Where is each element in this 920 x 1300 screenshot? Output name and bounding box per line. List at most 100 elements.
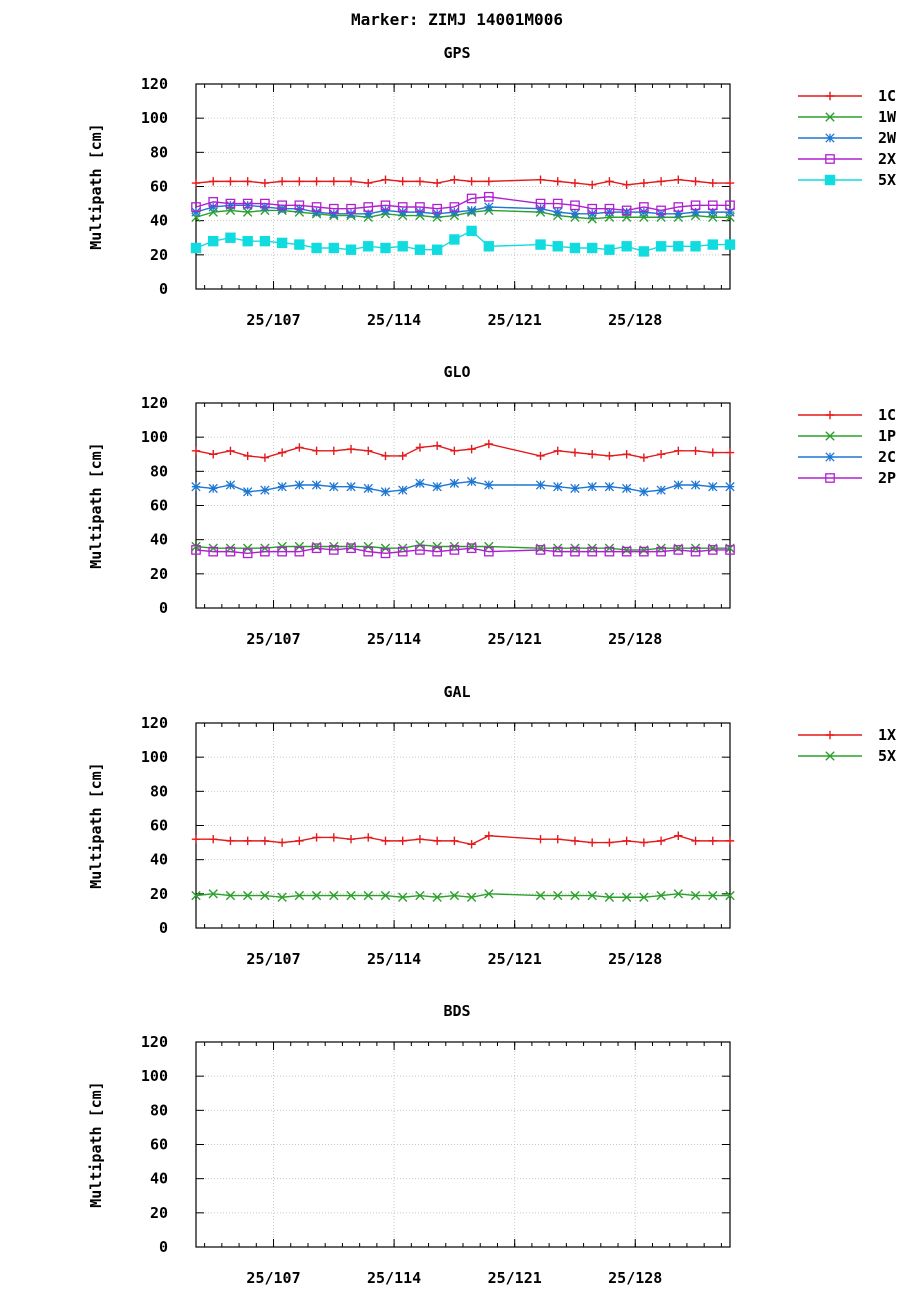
glo-series-2c-point [398, 485, 408, 495]
gps-series-2x-point [191, 202, 201, 212]
glo-series-1c-point [484, 439, 494, 449]
gps-series-1c-point [656, 177, 666, 186]
gps-series-5x-point [242, 235, 253, 247]
glo-series-2c-point [449, 478, 460, 488]
gal-xtick-label: 25/121 [488, 950, 542, 968]
gal-ytick-label: 0 [159, 919, 168, 937]
glo-series-1p-point [277, 541, 287, 552]
glo-series-2c-point [535, 480, 546, 490]
gps-series-2w-point [621, 207, 632, 217]
gps-ytick-label: 100 [141, 109, 168, 127]
gps-series-2w-point [639, 207, 649, 217]
glo-series-1p-point [363, 541, 373, 552]
gps-series-5x-point [208, 235, 219, 247]
gps-panel: GPS Multipath [cm] 0 20 40 60 80 100 120 25/107 25… [87, 44, 897, 329]
glo-legend-label-2p: 2P [878, 469, 896, 487]
gal-ylabel: Multipath [cm] [87, 762, 105, 888]
gps-series-1c-point [639, 178, 649, 188]
page-title: Marker: ZIMJ 14001M006 [351, 10, 563, 29]
gal-title: GAL [443, 683, 470, 701]
gal-series-1x-point [656, 836, 666, 846]
bds-xtick-label: 25/128 [608, 1269, 662, 1287]
glo-series-1p-point [191, 541, 201, 552]
gps-series-1c-point [691, 177, 700, 186]
gps-series-2w-point [673, 209, 683, 219]
gps-series-5x-point [621, 241, 632, 252]
glo-series-1c-point [587, 450, 597, 459]
gps-series-5x-point [690, 241, 701, 252]
gps-series-2x-point [707, 200, 718, 211]
gal-series-1x-point [346, 834, 356, 844]
gps-xtick-label: 25/114 [367, 311, 421, 329]
glo-series-1c-point [243, 451, 252, 461]
gps-ytick-label: 80 [150, 143, 168, 161]
gal-series-5x-point [208, 889, 218, 899]
gps-series-1c-point [450, 175, 459, 184]
gal-series-1x-point [381, 836, 390, 846]
glo-series-1c-point [226, 446, 235, 456]
gal-series-5x-line [195, 893, 730, 898]
glo-series-2p-point [552, 546, 563, 557]
glo-series-2c-point [294, 480, 305, 490]
bds-ytick-label: 40 [150, 1170, 168, 1188]
glo-series-2c-point [346, 482, 356, 492]
gps-series-2w-point [208, 202, 218, 212]
glo-series-2p-point [311, 543, 322, 554]
glo-ylabel: Multipath [cm] [87, 442, 105, 568]
gal-xtick-label: 25/107 [246, 950, 300, 968]
gps-series-2w-point [311, 207, 322, 217]
glo-series-2c-point [621, 483, 632, 494]
gal-series-1x-point [467, 840, 476, 849]
gps-series-2w-point [484, 202, 494, 212]
gps-legend-label-5x: 5X [878, 171, 896, 189]
glo-legend-marker-2c [825, 452, 835, 462]
gps-series-2w-point [346, 209, 356, 219]
gps-series-2x-point [225, 198, 236, 209]
glo-series-1c-point [329, 446, 339, 456]
glo-series-2p-point [363, 546, 374, 557]
gps-series-5x-point [673, 241, 684, 252]
glo-legend-label-1c: 1C [878, 406, 896, 424]
glo-series-1c-point [536, 451, 545, 461]
gps-series-2x-point [449, 202, 460, 212]
gps-series-2w-point [466, 205, 477, 216]
gal-series-1x-point [587, 838, 597, 847]
gps-series-5x-point [431, 244, 443, 255]
glo-series-1c-line [195, 443, 730, 459]
gps-series-2w-point [277, 204, 287, 214]
gal-series-5x-point [432, 892, 442, 902]
gps-series-2w-point [449, 207, 460, 217]
glo-ytick-label: 40 [150, 531, 168, 549]
glo-series-1c-point [277, 448, 287, 457]
glo-series-1c-point [553, 446, 562, 456]
glo-series-2p-point [432, 546, 443, 557]
gps-legend-marker-1c [825, 91, 835, 101]
glo-ytick-label: 120 [141, 394, 168, 412]
glo-series-2p-point [639, 546, 649, 557]
glo-series-2c-point [570, 483, 580, 494]
gps-series-2x [191, 191, 735, 216]
glo-series-1c-point [295, 443, 304, 452]
bds-ytick-label: 0 [159, 1238, 168, 1256]
glo-series-1c-point [725, 448, 735, 457]
bds-panel: BDS Multipath [cm] 0 20 40 60 80 100 120 25/107 25… [87, 1002, 731, 1287]
glo-series-2p-point [621, 546, 632, 557]
gal-series-1x-point [605, 838, 614, 847]
glo-series-2p-point [277, 546, 287, 557]
gps-legend-label-2x: 2X [878, 150, 896, 168]
gps-series-2w-point [725, 207, 735, 217]
bds-plot-frame [195, 1041, 731, 1248]
gps-series-2x-point [570, 200, 580, 211]
gps-series-2w-point [380, 205, 391, 216]
gal-legend-marker-1x [825, 730, 835, 740]
gal-series-5x-point [398, 892, 408, 902]
glo-series-2p-point [604, 546, 615, 557]
gps-series-1c-point [570, 178, 580, 188]
gal-series-5x-point [449, 890, 460, 901]
gal-series-1x-point [553, 834, 562, 844]
gps-legend-label-1c: 1C [878, 87, 896, 105]
gal-series-5x-point [329, 890, 339, 901]
glo-series-2p-point [466, 543, 477, 554]
glo-series-1p-point [242, 543, 253, 553]
gps-series-1c-point [398, 177, 407, 186]
